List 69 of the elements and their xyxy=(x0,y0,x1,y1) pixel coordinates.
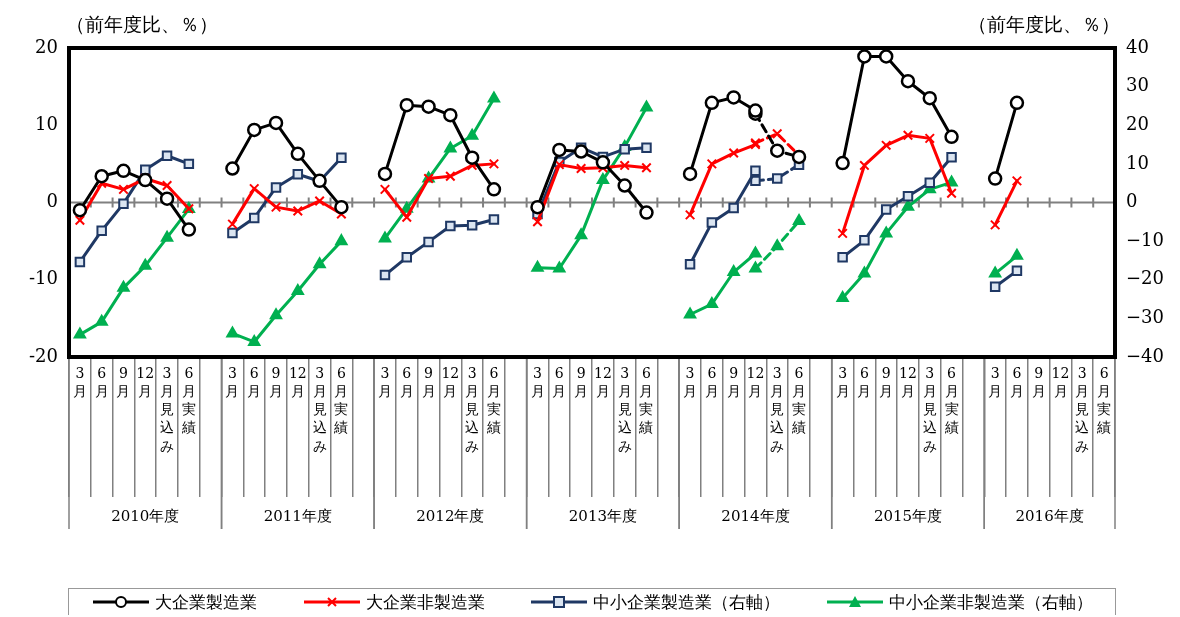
x-tick-label: 3月見込み xyxy=(770,364,785,454)
x-tick-label: 9月 xyxy=(879,364,894,399)
x-tick-label: 3月見込み xyxy=(1075,364,1090,454)
legend-label: 中小企業製造業（右軸） xyxy=(593,590,781,614)
legend-label: 大企業非製造業 xyxy=(365,590,485,614)
legend-label: 大企業製造業 xyxy=(155,590,258,614)
x-tick-label: 6月 xyxy=(399,364,414,399)
y-tick-label: 20 xyxy=(35,35,58,57)
x-tick-label: 3月 xyxy=(835,364,850,399)
text: 2013年度 xyxy=(568,506,637,525)
x-tick-label: 12月 xyxy=(441,364,460,399)
x-tick-label: 3月 xyxy=(530,364,545,399)
legend-label: 中小企業非製造業（右軸） xyxy=(888,590,1093,614)
x-tick-label: 3月見込み xyxy=(922,364,937,454)
y2-tick-label: 30 xyxy=(1126,74,1149,96)
text: 2011年度 xyxy=(263,506,332,525)
x-tick-label: 9月 xyxy=(1031,364,1046,399)
y2-tick-label: −20 xyxy=(1126,267,1164,289)
x-tick-label: 9月 xyxy=(574,364,589,399)
x-tick-label: 3月見込み xyxy=(465,364,480,454)
x-tick-label: 3月見込み xyxy=(617,364,632,454)
x-tick-label: 6月 xyxy=(94,364,109,399)
y2-tick-label: 10 xyxy=(1126,151,1149,173)
y-axis-title: （前年度比、％） xyxy=(66,12,218,37)
x-tick-label: 6月 xyxy=(552,364,567,399)
x-tick-label: 12月 xyxy=(746,364,765,399)
x-tick-label: 9月 xyxy=(421,364,436,399)
x-tick-label: 9月 xyxy=(269,364,284,399)
y-tick-label: 10 xyxy=(35,112,58,134)
x-tick-label: 6月 xyxy=(1009,364,1024,399)
x-tick-label: 6月実績 xyxy=(333,364,349,436)
x-tick-label: 3月 xyxy=(225,364,240,399)
text: 2010年度 xyxy=(111,506,180,525)
x-tick-label: 6月実績 xyxy=(638,364,654,436)
y2-tick-label: 0 xyxy=(1126,190,1138,212)
x-tick-label: 6月実績 xyxy=(180,364,196,436)
y2-tick-label: −30 xyxy=(1126,306,1164,328)
x-tick-label: 9月 xyxy=(726,364,741,399)
x-tick-label: 3月 xyxy=(377,364,392,399)
y2-tick-label: 40 xyxy=(1126,35,1149,57)
x-tick-label: 6月実績 xyxy=(791,364,807,436)
x-tick-label: 3月 xyxy=(683,364,698,399)
text: 2015年度 xyxy=(873,506,943,525)
x-tick-label: 3月 xyxy=(988,364,1003,399)
x-tick-label: 3月見込み xyxy=(160,364,175,454)
x-tick-label: 6月実績 xyxy=(943,364,959,436)
x-tick-label: 12月 xyxy=(136,364,155,399)
text: 2014年度 xyxy=(721,506,790,525)
x-tick-label: 6月実績 xyxy=(1096,364,1112,436)
x-tick-label: 12月 xyxy=(593,364,612,399)
x-tick-label: 9月 xyxy=(116,364,131,399)
x-tick-label: 12月 xyxy=(899,364,917,399)
y2-axis-title: （前年度比、％） xyxy=(968,12,1120,37)
y2-tick-label: −10 xyxy=(1126,228,1164,250)
x-tick-label: 3月 xyxy=(72,364,87,399)
y-tick-label: -10 xyxy=(29,267,58,289)
y-tick-label: -20 xyxy=(29,344,58,366)
y2-tick-label: −40 xyxy=(1126,344,1164,366)
y-tick-label: 0 xyxy=(46,190,58,212)
text: 2016年度 xyxy=(1015,506,1084,525)
x-tick-label: 6月 xyxy=(857,364,872,399)
x-tick-label: 12月 xyxy=(288,364,307,399)
x-tick-label: 12月 xyxy=(1051,364,1070,399)
x-tick-label: 6月 xyxy=(247,364,262,399)
x-tick-label: 6月 xyxy=(704,364,719,399)
y2-tick-label: 20 xyxy=(1126,112,1149,134)
x-tick-label: 3月見込み xyxy=(312,364,327,454)
text: 2012年度 xyxy=(416,506,485,525)
x-tick-label: 6月実績 xyxy=(485,364,501,436)
